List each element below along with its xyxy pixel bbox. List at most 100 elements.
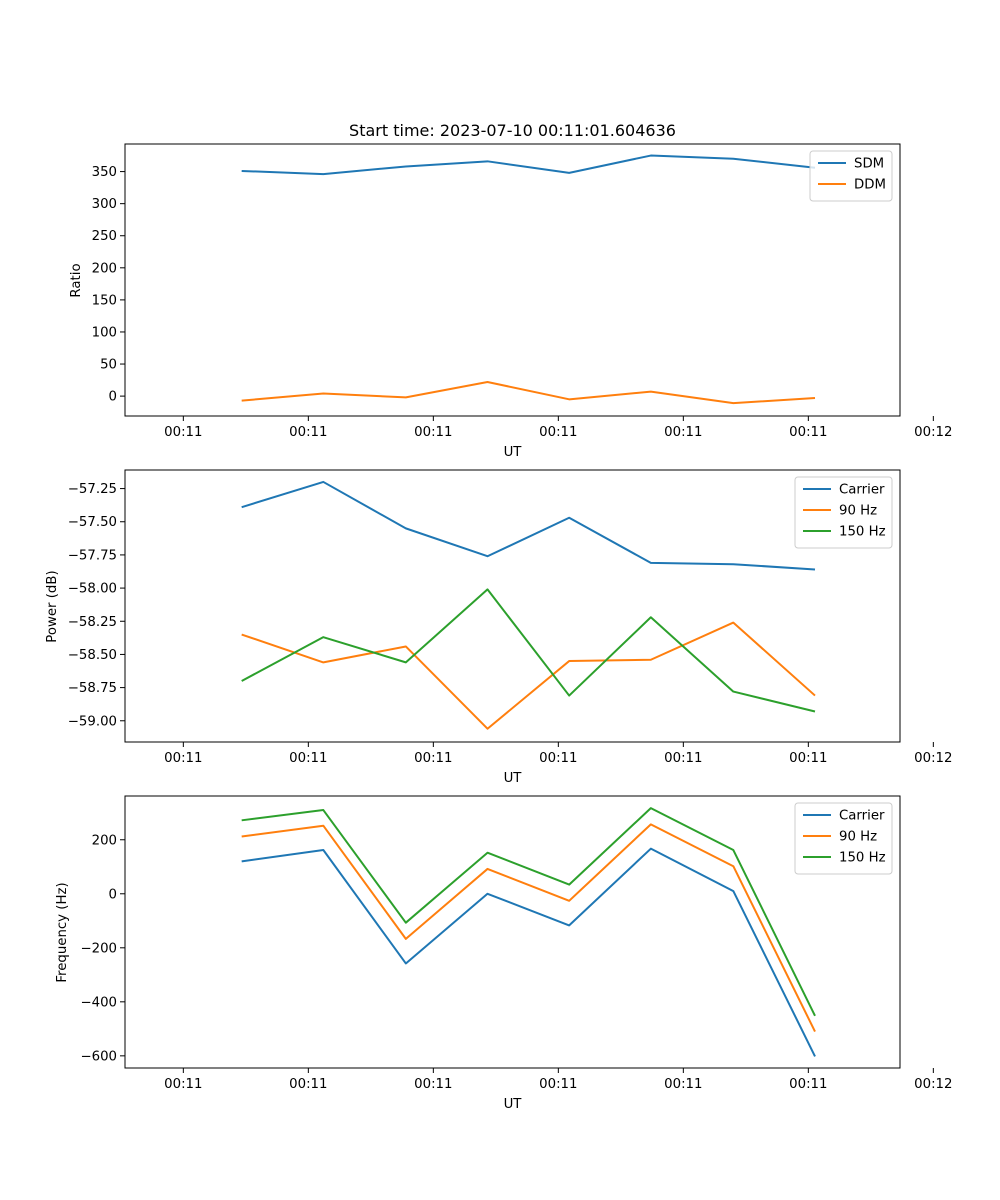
ratio-x-tick-label: 00:11	[414, 425, 452, 440]
ratio-x-tick: 00:11	[664, 416, 702, 440]
power-x-tick-label: 00:11	[539, 751, 577, 766]
power-x-tick-label: 00:11	[289, 751, 327, 766]
power-series-150-hz-line	[241, 588, 816, 713]
ratio-legend-label: SDM	[854, 157, 884, 172]
frequency-y-tick: −400	[80, 995, 125, 1010]
ratio-legend: SDM DDM	[809, 150, 893, 202]
power-y-tick-label: −58.50	[68, 648, 117, 663]
frequency-panel: 00:11 00:11 00:11 00:11 00:11 00:11 00:12 −600 −…	[55, 795, 952, 1112]
ratio-series-sdm-line	[241, 154, 816, 176]
ratio-y-tick-label: 100	[92, 325, 117, 340]
frequency-x-tick: 00:11	[414, 1068, 452, 1092]
power-x-tick-label: 00:11	[164, 751, 202, 766]
frequency-legend: Carrier 90 Hz 150 Hz	[794, 802, 893, 875]
ratio-y-axis-label: Ratio	[69, 263, 84, 297]
power-y-tick: −57.50	[68, 515, 125, 530]
ratio-y-tick-label: 0	[109, 390, 117, 405]
ratio-x-tick: 00:11	[539, 416, 577, 440]
ratio-panel: Start time: 2023-07-10 00:11:01.604636 0…	[69, 121, 952, 460]
ratio-plot-area: 00:11 00:11 00:11 00:11 00:11 00:11 00:12 0 50 10…	[92, 143, 952, 440]
ratio-x-tick-label: 00:11	[789, 425, 827, 440]
power-x-tick: 00:11	[414, 742, 452, 766]
power-series-90-hz-line	[241, 621, 816, 730]
ratio-y-tick-label: 200	[92, 261, 117, 276]
ratio-y-tick-label: 50	[100, 358, 117, 373]
power-legend: Carrier 90 Hz 150 Hz	[794, 476, 893, 549]
power-x-tick-label: 00:12	[914, 751, 952, 766]
frequency-legend-label: Carrier	[839, 809, 885, 824]
power-x-tick-label: 00:11	[789, 751, 827, 766]
frequency-y-tick-label: 200	[92, 833, 117, 848]
frequency-x-tick: 00:12	[914, 1068, 952, 1092]
frequency-x-tick: 00:11	[289, 1068, 327, 1092]
power-series-carrier-line	[241, 480, 816, 571]
frequency-x-tick: 00:11	[664, 1068, 702, 1092]
frequency-y-tick: 200	[92, 833, 125, 848]
power-panel: 00:11 00:11 00:11 00:11 00:11 00:11 00:12 −59.0…	[45, 469, 952, 786]
ratio-y-tick: 200	[92, 261, 125, 276]
frequency-x-axis-label: UT	[504, 1097, 523, 1112]
ratio-x-tick: 00:11	[164, 416, 202, 440]
power-y-tick-label: −58.25	[68, 615, 117, 630]
ratio-series-ddm-line	[241, 381, 816, 405]
power-x-tick: 00:11	[789, 742, 827, 766]
frequency-x-tick-label: 00:11	[164, 1077, 202, 1092]
ratio-y-tick-label: 150	[92, 293, 117, 308]
ratio-y-tick: 150	[92, 293, 125, 308]
power-x-tick: 00:11	[664, 742, 702, 766]
frequency-x-tick: 00:11	[539, 1068, 577, 1092]
ratio-x-tick: 00:11	[414, 416, 452, 440]
frequency-x-tick: 00:11	[789, 1068, 827, 1092]
frequency-series-150-hz-line	[241, 807, 816, 1017]
frequency-y-tick-label: −600	[80, 1049, 117, 1064]
frequency-y-axis-label: Frequency (Hz)	[55, 882, 70, 982]
ratio-y-tick-label: 250	[92, 229, 117, 244]
power-y-tick-label: −59.00	[68, 714, 117, 729]
chart-title: Start time: 2023-07-10 00:11:01.604636	[349, 121, 676, 140]
power-y-tick: −58.50	[68, 648, 125, 663]
power-y-tick-label: −58.75	[68, 681, 117, 696]
ratio-y-tick-label: 300	[92, 197, 117, 212]
power-x-axis-label: UT	[504, 771, 523, 786]
power-y-tick-label: −57.25	[68, 482, 117, 497]
ratio-y-tick: 250	[92, 229, 125, 244]
ratio-y-tick-label: 350	[92, 165, 117, 180]
power-legend-label: 150 Hz	[839, 525, 886, 540]
frequency-x-tick-label: 00:11	[289, 1077, 327, 1092]
ratio-y-tick: 350	[92, 165, 125, 180]
frequency-legend-label: 90 Hz	[839, 830, 877, 845]
ratio-x-tick: 00:11	[289, 416, 327, 440]
ratio-x-tick-label: 00:11	[539, 425, 577, 440]
power-axes-frame	[124, 469, 901, 743]
frequency-y-tick: 0	[109, 887, 125, 902]
frequency-x-tick-label: 00:11	[414, 1077, 452, 1092]
power-y-tick: −57.25	[68, 482, 125, 497]
ratio-y-tick: 100	[92, 325, 125, 340]
power-y-tick: −59.00	[68, 714, 125, 729]
frequency-y-tick: −200	[80, 941, 125, 956]
power-plot-area: 00:11 00:11 00:11 00:11 00:11 00:11 00:12 −59.0…	[68, 469, 952, 766]
power-y-tick: −58.00	[68, 582, 125, 597]
frequency-axes-frame	[124, 795, 901, 1069]
power-y-tick: −58.75	[68, 681, 125, 696]
power-x-tick: 00:11	[164, 742, 202, 766]
power-y-tick-label: −57.75	[68, 548, 117, 563]
frequency-y-tick-label: 0	[109, 887, 117, 902]
ratio-x-tick-label: 00:12	[914, 425, 952, 440]
power-x-tick: 00:12	[914, 742, 952, 766]
ratio-x-tick-label: 00:11	[664, 425, 702, 440]
ratio-x-tick-label: 00:11	[164, 425, 202, 440]
ratio-y-tick: 300	[92, 197, 125, 212]
ratio-x-tick: 00:12	[914, 416, 952, 440]
frequency-y-tick-label: −400	[80, 995, 117, 1010]
power-y-tick: −58.25	[68, 615, 125, 630]
ratio-x-tick: 00:11	[789, 416, 827, 440]
ratio-x-axis-label: UT	[504, 445, 523, 460]
power-y-tick: −57.75	[68, 548, 125, 563]
frequency-x-tick-label: 00:11	[789, 1077, 827, 1092]
ratio-legend-label: DDM	[854, 178, 886, 193]
power-legend-label: 90 Hz	[839, 504, 877, 519]
power-x-tick: 00:11	[539, 742, 577, 766]
frequency-x-tick-label: 00:12	[914, 1077, 952, 1092]
